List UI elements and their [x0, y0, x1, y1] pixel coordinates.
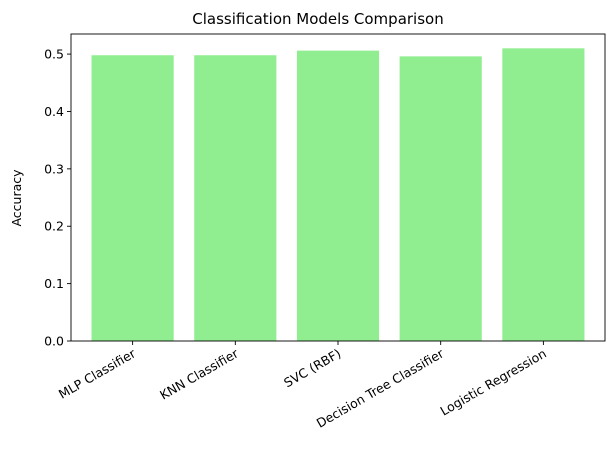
bar-2 [194, 55, 277, 341]
y-tick-label-1: 0.1 [44, 276, 64, 291]
bar-1 [91, 55, 174, 341]
y-axis-label: Accuracy [9, 169, 24, 227]
y-tick-label-0: 0.0 [44, 334, 64, 349]
y-tick-label-5: 0.5 [44, 47, 64, 62]
x-tick-label-5: Logistic Regression [438, 346, 549, 419]
bar-3 [296, 50, 380, 342]
chart-title: Classification Models Comparison [192, 10, 443, 28]
bars-group [91, 48, 585, 342]
y-tick-label-2: 0.2 [44, 219, 64, 234]
plot-frame [70, 33, 606, 342]
bar-4 [399, 56, 482, 341]
y-tick-label-3: 0.3 [44, 161, 64, 176]
y-axis-ticks: 0.0 0.1 0.2 0.3 0.4 0.5 [44, 47, 71, 349]
x-tick-label-3: SVC (RBF) [281, 346, 343, 391]
x-tick-label-2: KNN Classifier [157, 345, 241, 402]
x-tick-label-1: MLP Classifier [56, 345, 139, 402]
y-tick-label-4: 0.4 [44, 104, 64, 119]
bar-5 [502, 48, 585, 341]
x-axis-ticks: MLP Classifier KNN Classifier SVC (RBF)Dec… [56, 341, 549, 431]
